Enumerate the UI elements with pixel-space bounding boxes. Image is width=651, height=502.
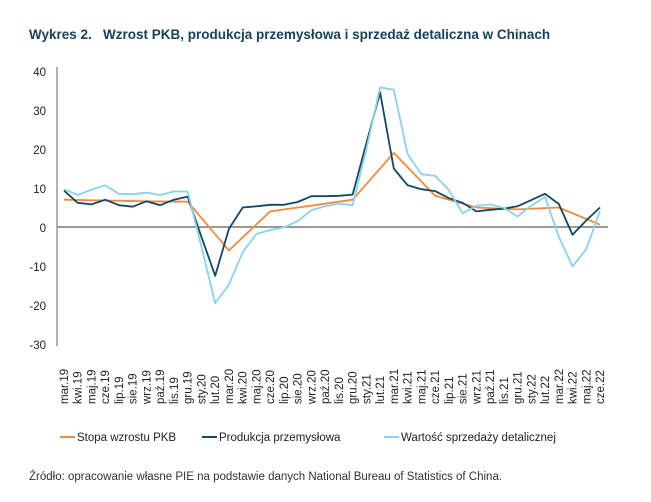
legend-label: Stopa wzrostu PKB xyxy=(77,432,176,444)
x-tick-label: wrz.21 xyxy=(471,370,483,405)
x-tick-label: sty.21 xyxy=(361,374,373,404)
x-tick-label: paź.21 xyxy=(485,369,497,404)
x-tick-label: lip.21 xyxy=(444,377,456,405)
x-tick-label: lip.19 xyxy=(114,377,126,405)
x-tick-label: maj.20 xyxy=(251,369,263,404)
series-line-0 xyxy=(63,151,601,252)
x-tick-label: sty.20 xyxy=(196,374,208,404)
y-tick-label: 40 xyxy=(33,67,46,79)
x-tick-label: mar.20 xyxy=(224,369,236,404)
x-tick-label: lis.21 xyxy=(499,377,511,404)
x-tick-label: lip.20 xyxy=(279,377,291,405)
x-tick-label: cze.20 xyxy=(265,370,277,404)
x-tick-label: mar.22 xyxy=(554,369,566,404)
y-tick-label: 30 xyxy=(33,106,46,118)
x-tick-label: mar.19 xyxy=(59,369,71,404)
x-tick-label: kwi.21 xyxy=(403,371,415,404)
legend-label: Wartość sprzedaży detalicznej xyxy=(401,432,556,444)
x-tick-label: gru.19 xyxy=(183,371,195,404)
x-tick-label: wrz.20 xyxy=(306,370,318,405)
y-tick-label: 10 xyxy=(33,184,46,196)
x-tick-label: paź.20 xyxy=(320,369,332,404)
legend-label: Produkcja przemysłowa xyxy=(219,432,341,444)
y-tick-label: -30 xyxy=(29,340,46,352)
x-tick-label: sie.21 xyxy=(458,373,470,404)
x-tick-label: lut.21 xyxy=(375,376,387,404)
x-tick-label: mar.21 xyxy=(389,369,401,404)
x-tick-label: gru.20 xyxy=(348,371,360,404)
y-tick-label: -10 xyxy=(29,262,46,274)
x-tick-label: maj.21 xyxy=(416,369,428,404)
x-tick-label: lis.20 xyxy=(334,377,346,404)
source-note: Źródło: opracowanie własne PIE na podsta… xyxy=(29,471,503,483)
x-tick-label: lis.19 xyxy=(169,377,181,404)
x-tick-label: gru.21 xyxy=(513,371,525,404)
x-tick-label: maj.19 xyxy=(86,369,98,404)
series-line-2 xyxy=(63,86,601,305)
x-tick-label: cze.21 xyxy=(430,370,442,404)
x-tick-label: maj.22 xyxy=(581,369,593,404)
x-tick-label: paź.19 xyxy=(155,369,167,404)
x-tick-label: kwi.20 xyxy=(238,371,250,404)
x-tick-label: sie.20 xyxy=(293,373,305,404)
y-tick-label: -20 xyxy=(29,301,46,313)
x-tick-label: wrz.19 xyxy=(141,370,153,405)
y-tick-label: 0 xyxy=(40,223,46,235)
x-tick-label: lut.22 xyxy=(540,376,552,404)
x-tick-label: cze.19 xyxy=(100,370,112,404)
x-tick-label: kwi.22 xyxy=(568,371,580,404)
x-tick-label: sty.22 xyxy=(526,374,538,404)
x-tick-label: lut.20 xyxy=(210,376,222,404)
x-tick-label: kwi.19 xyxy=(73,371,85,404)
series-line-1 xyxy=(63,91,601,277)
x-tick-label: sie.19 xyxy=(128,373,140,404)
y-tick-label: 20 xyxy=(33,145,46,157)
chart-title: Wykres 2. Wzrost PKB, produkcja przemysł… xyxy=(29,27,551,42)
x-tick-label: cze.22 xyxy=(595,370,607,404)
